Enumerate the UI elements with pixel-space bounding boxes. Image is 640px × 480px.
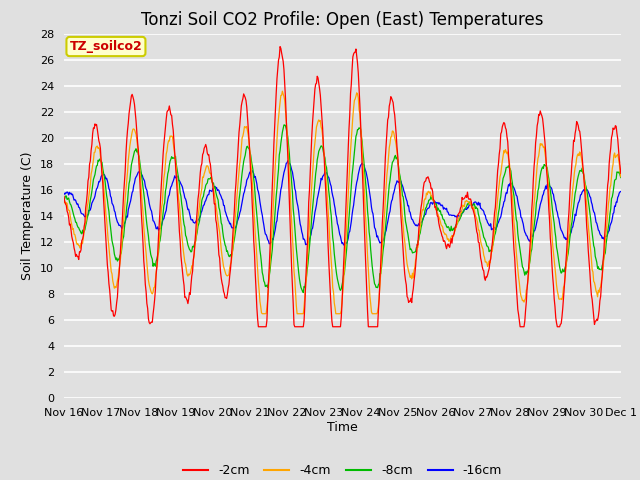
X-axis label: Time: Time [327, 421, 358, 434]
Title: Tonzi Soil CO2 Profile: Open (East) Temperatures: Tonzi Soil CO2 Profile: Open (East) Temp… [141, 11, 543, 29]
Text: TZ_soilco2: TZ_soilco2 [70, 40, 142, 53]
Y-axis label: Soil Temperature (C): Soil Temperature (C) [22, 152, 35, 280]
Legend: -2cm, -4cm, -8cm, -16cm: -2cm, -4cm, -8cm, -16cm [178, 459, 507, 480]
